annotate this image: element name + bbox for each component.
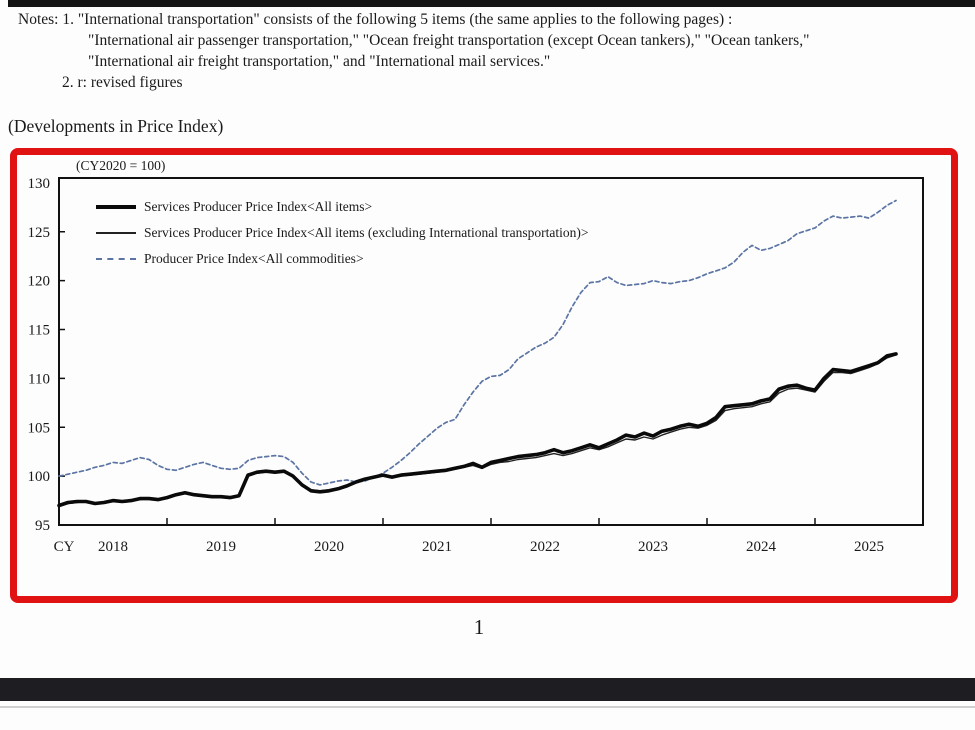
y-axis-label: 120 [28,274,51,290]
legend-label: Services Producer Price Index<All items … [144,225,589,240]
x-axis-year-label: 2020 [314,539,344,555]
series-line-thin [58,354,897,507]
note-line-1: Notes: 1. "International transportation"… [18,11,733,28]
dashed-line-sample-icon [96,258,136,260]
y-axis-label: 105 [28,420,51,436]
legend-item-ppi: Producer Price Index<All commodities> [96,250,588,268]
y-axis-label: 100 [28,469,51,485]
chart-highlight-frame [10,148,958,603]
chart-legend: Services Producer Price Index<All items>… [96,198,588,276]
legend-item-sppi-excl-intl: Services Producer Price Index<All items … [96,224,588,242]
notes-block: Notes: 1. "International transportation"… [18,9,809,93]
series-line-thick [57,352,898,508]
top-black-bar [8,0,975,7]
y-axis-label: 95 [35,518,50,534]
x-axis-year-label: 2023 [638,539,668,555]
bottom-divider-line [0,706,975,708]
x-axis-year-label: 2025 [854,539,884,555]
legend-item-sppi-all: Services Producer Price Index<All items> [96,198,588,216]
x-axis-year-label: 2018 [98,539,128,555]
legend-label: Producer Price Index<All commodities> [144,251,364,266]
legend-label: Services Producer Price Index<All items> [144,199,373,214]
y-axis-label: 115 [28,323,50,339]
note-line-2: "International air passenger transportat… [88,32,810,49]
x-axis-prefix-label: CY [54,539,75,555]
chart-base-label: (CY2020 = 100) [76,158,166,173]
series-line-dashed [58,199,897,486]
page-number: 1 [473,615,485,639]
note-line-4: 2. r: revised figures [62,74,183,91]
bottom-black-bar [0,678,975,701]
thick-line-sample-icon [96,205,136,209]
x-axis-year-label: 2019 [206,539,236,555]
x-axis-year-label: 2022 [530,539,560,555]
x-axis-year-label: 2021 [422,539,452,555]
thin-line-sample-icon [96,232,136,234]
section-title: (Developments in Price Index) [8,116,224,136]
y-axis-label: 125 [28,225,51,241]
y-axis-label: 130 [28,176,51,192]
x-axis-year-label: 2024 [746,539,777,555]
y-axis-label: 110 [28,371,50,387]
note-line-3: "International air freight transportatio… [88,53,551,70]
